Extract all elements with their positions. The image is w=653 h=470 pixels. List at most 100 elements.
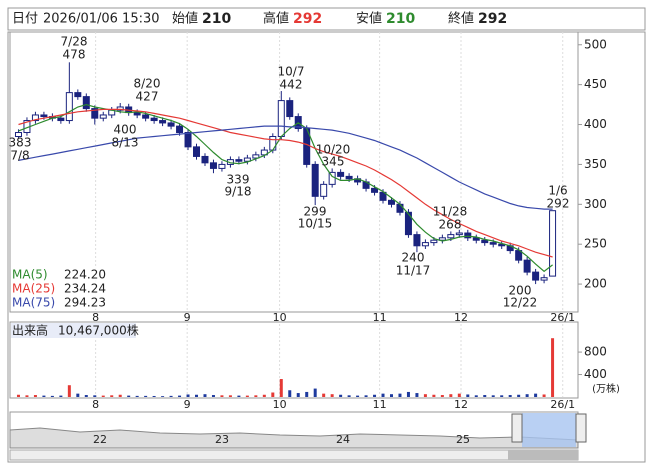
volume-bar xyxy=(517,394,521,397)
x-tick-label: 10 xyxy=(273,311,287,324)
volume-bar xyxy=(118,394,122,397)
volume-panel xyxy=(9,321,579,399)
volume-label-box xyxy=(11,323,136,338)
scrollbar[interactable] xyxy=(9,449,579,461)
legend-value: 224.20 xyxy=(64,268,106,282)
ma-line xyxy=(18,125,553,210)
candle-body xyxy=(311,163,319,197)
candle-body xyxy=(345,175,353,180)
volume-bar xyxy=(50,395,54,397)
high-value: 292 xyxy=(293,11,322,27)
volume-bar xyxy=(474,395,478,397)
volume-bar xyxy=(67,385,71,397)
volume-total: 10,467,000株 xyxy=(58,323,139,338)
candle-body xyxy=(218,163,226,169)
volume-bar xyxy=(491,395,495,397)
annotation-date: 9/18 xyxy=(225,185,252,199)
volume-bar xyxy=(42,395,46,397)
candle-body xyxy=(243,157,251,162)
volume-bar xyxy=(161,396,165,397)
candle-body xyxy=(413,234,421,247)
annotation-date: 10/15 xyxy=(298,217,333,231)
volume-bar xyxy=(76,393,80,397)
volume-bar xyxy=(33,395,37,397)
candle-body xyxy=(209,162,217,169)
volume-bar xyxy=(93,395,97,397)
navigator-range[interactable] xyxy=(522,413,576,447)
annotation-price: 268 xyxy=(439,218,462,232)
candle-body xyxy=(252,154,260,159)
x-tick-label: 8 xyxy=(92,311,99,324)
annotation-price: 427 xyxy=(136,90,159,104)
volume-bar xyxy=(186,394,190,397)
high-label: 高値 xyxy=(263,11,289,27)
annotation-price: 383 xyxy=(9,136,32,150)
candle-body xyxy=(337,171,345,177)
annotation-price: 240 xyxy=(402,251,425,265)
annotation-price: 478 xyxy=(63,48,86,62)
scrollbar-thumb[interactable] xyxy=(508,450,578,460)
annotation-date: 10/20 xyxy=(316,143,351,157)
navigator-handle-left[interactable] xyxy=(511,413,523,443)
legend-name: MA(5) xyxy=(12,268,48,282)
y-tick-label: 450 xyxy=(584,77,607,91)
volume-bar xyxy=(211,395,215,397)
x-tick-label: 9 xyxy=(184,398,191,411)
candle-body xyxy=(82,96,90,110)
x-tick-label: 26/1 xyxy=(550,398,575,411)
volume-bar xyxy=(525,394,529,397)
annotation-date: 10/7 xyxy=(278,65,305,79)
legend-box xyxy=(11,267,108,309)
annotation-date: 12/22 xyxy=(503,296,538,310)
candle-body xyxy=(404,211,412,236)
navigator: 22 23 24 25 xyxy=(9,411,587,461)
candle-body xyxy=(201,155,209,164)
candle-body xyxy=(40,114,48,118)
x-tick-label: 11 xyxy=(373,311,387,324)
x-tick-label: 9 xyxy=(184,311,191,324)
candle-body xyxy=(277,100,285,138)
x-tick-label: 26/1 xyxy=(550,311,575,324)
annotation-price: 442 xyxy=(280,78,303,92)
navigator-label: 23 xyxy=(215,433,229,446)
annotation-date: 11/28 xyxy=(433,205,468,219)
volume-title: 出来高 xyxy=(12,323,48,338)
candle-body xyxy=(532,271,540,281)
annotation-price: 339 xyxy=(227,173,250,187)
ma-line xyxy=(18,108,553,258)
volume-bar xyxy=(16,394,20,397)
candle-body xyxy=(260,149,268,156)
legend-value: 234.24 xyxy=(64,282,106,296)
navigator-label: 24 xyxy=(336,433,350,446)
volume-bar xyxy=(245,395,249,397)
navigator-handle-right[interactable] xyxy=(575,413,587,443)
candle-body xyxy=(396,203,404,213)
volume-bar xyxy=(398,393,402,397)
candle-body xyxy=(498,243,506,247)
candle-body xyxy=(167,122,175,127)
volume-bar xyxy=(551,338,555,397)
volume-bar xyxy=(322,393,326,397)
candle-body xyxy=(438,237,446,241)
volume-bar xyxy=(542,394,546,397)
volume-bar xyxy=(508,395,512,397)
candle-body xyxy=(540,277,548,281)
candle-body xyxy=(320,183,328,197)
candle-body xyxy=(379,191,387,201)
candle-body xyxy=(430,239,438,244)
annotation-price: 345 xyxy=(322,155,345,169)
volume-bar xyxy=(449,394,453,397)
volume-bar xyxy=(483,395,487,397)
volume-bar xyxy=(178,395,182,397)
x-tick-label: 12 xyxy=(454,398,468,411)
y-tick-label: 350 xyxy=(584,157,607,171)
volume-bar xyxy=(59,395,63,397)
x-tick-label: 11 xyxy=(373,398,387,411)
candle-body xyxy=(142,114,150,119)
y-tick-label: 400 xyxy=(584,117,607,131)
candle-body xyxy=(116,106,124,111)
candle-body xyxy=(150,117,158,122)
annotation-date: 7/8 xyxy=(10,149,29,163)
candle-body xyxy=(184,132,192,148)
y-tick-label: 400 xyxy=(584,367,607,381)
